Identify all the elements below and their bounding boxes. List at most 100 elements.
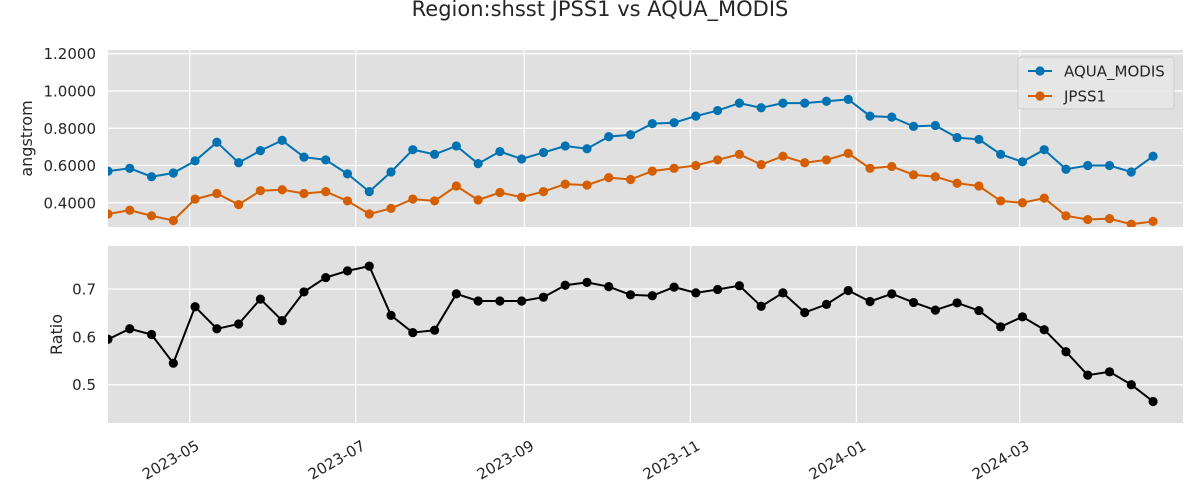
jpss1-data-point bbox=[168, 215, 178, 226]
aqua-modis-data-point bbox=[451, 141, 461, 151]
aqua-modis-data-point bbox=[386, 167, 396, 177]
ratio-data-point bbox=[669, 282, 679, 292]
aqua-modis-data-point bbox=[168, 168, 178, 178]
ratio-data-point bbox=[277, 316, 287, 326]
jpss1-data-point bbox=[1039, 193, 1049, 203]
aqua-modis-data-point bbox=[800, 98, 810, 108]
ratio-data-point bbox=[495, 296, 505, 306]
jpss1-data-point bbox=[908, 170, 919, 180]
jpss1-data-point bbox=[1104, 214, 1115, 224]
jpss1-data-point bbox=[974, 181, 984, 191]
y-tick-label: 0.7 bbox=[72, 281, 96, 299]
bottom-panel-grid bbox=[108, 246, 1183, 423]
aqua-modis-data-point bbox=[1083, 160, 1093, 171]
jpss1-data-point bbox=[277, 185, 287, 195]
aqua-modis-data-point bbox=[865, 111, 875, 121]
ratio-data-point bbox=[756, 301, 766, 311]
aqua-modis-data-point bbox=[582, 144, 592, 154]
ratio-data-point bbox=[647, 291, 657, 301]
jpss1-data-point bbox=[1061, 211, 1071, 221]
ratio-data-point bbox=[125, 324, 135, 334]
aqua-modis-data-point bbox=[952, 132, 962, 143]
x-tick-label: 2023-07 bbox=[305, 437, 368, 484]
legend-marker bbox=[1035, 66, 1045, 76]
aqua-modis-data-point bbox=[930, 120, 940, 131]
jpss1-data-point bbox=[996, 196, 1006, 206]
aqua-modis-data-point bbox=[560, 141, 570, 151]
ratio-data-point bbox=[691, 288, 701, 298]
jpss1-data-point bbox=[255, 186, 266, 196]
aqua-modis-data-point bbox=[1104, 160, 1115, 171]
ratio-data-point bbox=[517, 296, 527, 306]
aqua-modis-data-point bbox=[821, 96, 832, 106]
aqua-modis-data-point bbox=[108, 166, 113, 176]
aqua-modis-data-point bbox=[277, 135, 287, 145]
ratio-data-point bbox=[342, 266, 353, 276]
aqua-modis-data-point bbox=[908, 121, 919, 131]
aqua-modis-data-point bbox=[538, 147, 549, 158]
ratio-data-point bbox=[1039, 325, 1049, 335]
aqua-modis-data-point bbox=[1017, 157, 1028, 167]
ratio-data-point bbox=[974, 305, 984, 316]
ratio-data-point bbox=[908, 297, 919, 308]
y-tick-label: 0.6 bbox=[72, 328, 96, 346]
ratio-data-point bbox=[560, 280, 570, 290]
legend-box bbox=[1017, 56, 1175, 110]
ratio-data-point bbox=[168, 358, 178, 368]
aqua-modis-data-point bbox=[408, 145, 418, 155]
ratio-data-point bbox=[146, 329, 157, 340]
ratio-data-point bbox=[778, 288, 788, 298]
x-tick-label: 2023-05 bbox=[139, 437, 202, 484]
jpss1-data-point bbox=[212, 188, 222, 199]
ratio-data-point bbox=[212, 324, 222, 334]
aqua-modis-data-point bbox=[342, 169, 353, 179]
aqua-modis-data-point bbox=[974, 134, 984, 145]
ratio-data-point bbox=[386, 310, 396, 320]
aqua-modis-data-point bbox=[321, 155, 331, 165]
aqua-modis-data-point bbox=[669, 118, 679, 128]
aqua-modis-data-point bbox=[1148, 151, 1158, 161]
jpss1-data-point bbox=[517, 192, 527, 202]
chart-title: Region:shsst JPSS1 vs AQUA_MODIS bbox=[412, 0, 789, 22]
jpss1-data-point bbox=[713, 155, 723, 165]
aqua-modis-data-point bbox=[887, 112, 897, 122]
aqua-modis-data-point bbox=[604, 132, 614, 142]
jpss1-data-point bbox=[865, 163, 875, 173]
aqua-modis-data-point bbox=[1126, 167, 1136, 177]
ratio-data-point bbox=[843, 285, 853, 296]
top-panel-grid bbox=[108, 50, 1183, 227]
ratio-data-point bbox=[1061, 347, 1071, 357]
y-tick-label: 1.2000 bbox=[44, 45, 97, 63]
y-tick-label: 0.4000 bbox=[44, 194, 97, 212]
x-tick-label: 2023-11 bbox=[640, 437, 703, 484]
ratio-data-point bbox=[1104, 367, 1115, 377]
aqua-modis-data-point bbox=[212, 137, 222, 147]
aqua-modis-data-point bbox=[125, 163, 135, 173]
ratio-data-point bbox=[451, 289, 461, 299]
jpss1-data-point bbox=[625, 174, 636, 185]
jpss1-data-point bbox=[843, 148, 853, 159]
jpss1-data-point bbox=[146, 211, 157, 221]
aqua-modis-data-point bbox=[713, 105, 723, 116]
ratio-data-point bbox=[865, 296, 875, 307]
jpss1-data-point bbox=[234, 200, 244, 210]
ratio-data-point bbox=[429, 325, 440, 335]
jpss1-data-point bbox=[495, 187, 505, 198]
aqua-modis-data-point bbox=[299, 152, 309, 162]
legend-marker bbox=[1035, 91, 1045, 101]
ratio-data-point bbox=[190, 302, 200, 312]
x-tick-label: 2024-01 bbox=[806, 437, 869, 484]
aqua-modis-data-point bbox=[625, 130, 636, 140]
aqua-modis-data-point bbox=[843, 94, 853, 104]
ratio-data-point bbox=[930, 305, 940, 315]
jpss1-data-point bbox=[952, 178, 962, 188]
jpss1-data-point bbox=[190, 194, 200, 204]
ratio-data-point bbox=[538, 292, 549, 302]
ratio-data-point bbox=[625, 290, 636, 300]
jpss1-data-point bbox=[538, 187, 549, 197]
bottom-panel-y-ticks: 0.5 0.6 0.7 bbox=[72, 281, 96, 395]
ratio-data-point bbox=[108, 334, 113, 344]
jpss1-data-point bbox=[734, 149, 744, 159]
top-panel-background bbox=[108, 50, 1183, 227]
